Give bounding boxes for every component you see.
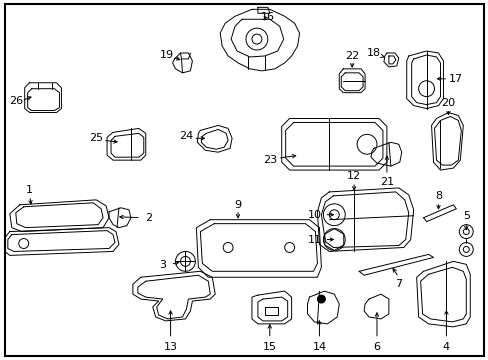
Text: 14: 14 (312, 342, 326, 352)
Text: 19: 19 (159, 50, 173, 60)
Text: 23: 23 (262, 155, 276, 165)
Text: 21: 21 (379, 177, 393, 187)
Text: 4: 4 (442, 342, 449, 352)
Text: 2: 2 (145, 213, 152, 223)
Text: 22: 22 (345, 51, 359, 61)
Text: 9: 9 (234, 200, 241, 210)
Text: 17: 17 (448, 74, 463, 84)
Circle shape (317, 295, 325, 303)
Text: 12: 12 (346, 171, 361, 181)
Text: 5: 5 (462, 211, 469, 221)
Text: 3: 3 (159, 260, 166, 270)
Text: 6: 6 (373, 342, 380, 352)
Text: 10: 10 (307, 210, 321, 220)
Text: 20: 20 (441, 98, 454, 108)
Text: 16: 16 (260, 12, 274, 22)
Text: 18: 18 (366, 48, 380, 58)
Text: 7: 7 (394, 279, 402, 289)
Text: 15: 15 (262, 342, 276, 352)
Text: 13: 13 (163, 342, 177, 352)
Text: 8: 8 (434, 191, 441, 201)
Text: 25: 25 (89, 133, 103, 143)
Text: 26: 26 (9, 96, 23, 105)
Text: 11: 11 (307, 234, 321, 244)
Text: 24: 24 (179, 131, 193, 141)
Text: 1: 1 (26, 185, 33, 195)
